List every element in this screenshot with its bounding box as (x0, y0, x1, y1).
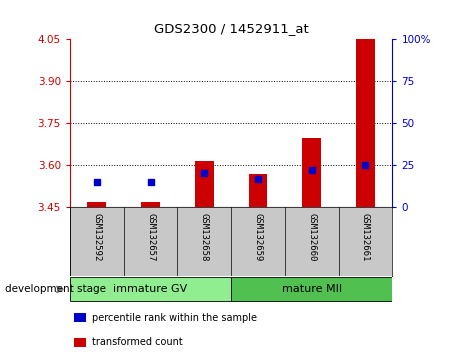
Text: GSM132661: GSM132661 (361, 213, 370, 261)
Text: percentile rank within the sample: percentile rank within the sample (92, 313, 258, 322)
Text: development stage: development stage (5, 284, 106, 295)
Text: GSM132659: GSM132659 (253, 213, 262, 261)
Bar (249, 174, 267, 207)
Bar (70, 278, 231, 301)
Bar (87, 202, 106, 207)
Bar (356, 39, 375, 207)
Bar (141, 202, 160, 207)
Bar (195, 161, 214, 207)
Text: mature MII: mature MII (282, 284, 342, 295)
Text: GSM132592: GSM132592 (92, 213, 101, 261)
Text: GSM132657: GSM132657 (146, 213, 155, 261)
Text: immature GV: immature GV (113, 284, 188, 295)
Text: GSM132658: GSM132658 (200, 213, 209, 261)
Text: GSM132660: GSM132660 (307, 213, 316, 261)
Text: transformed count: transformed count (92, 337, 183, 347)
Bar (302, 138, 321, 207)
Title: GDS2300 / 1452911_at: GDS2300 / 1452911_at (154, 22, 308, 35)
Bar (231, 278, 392, 301)
